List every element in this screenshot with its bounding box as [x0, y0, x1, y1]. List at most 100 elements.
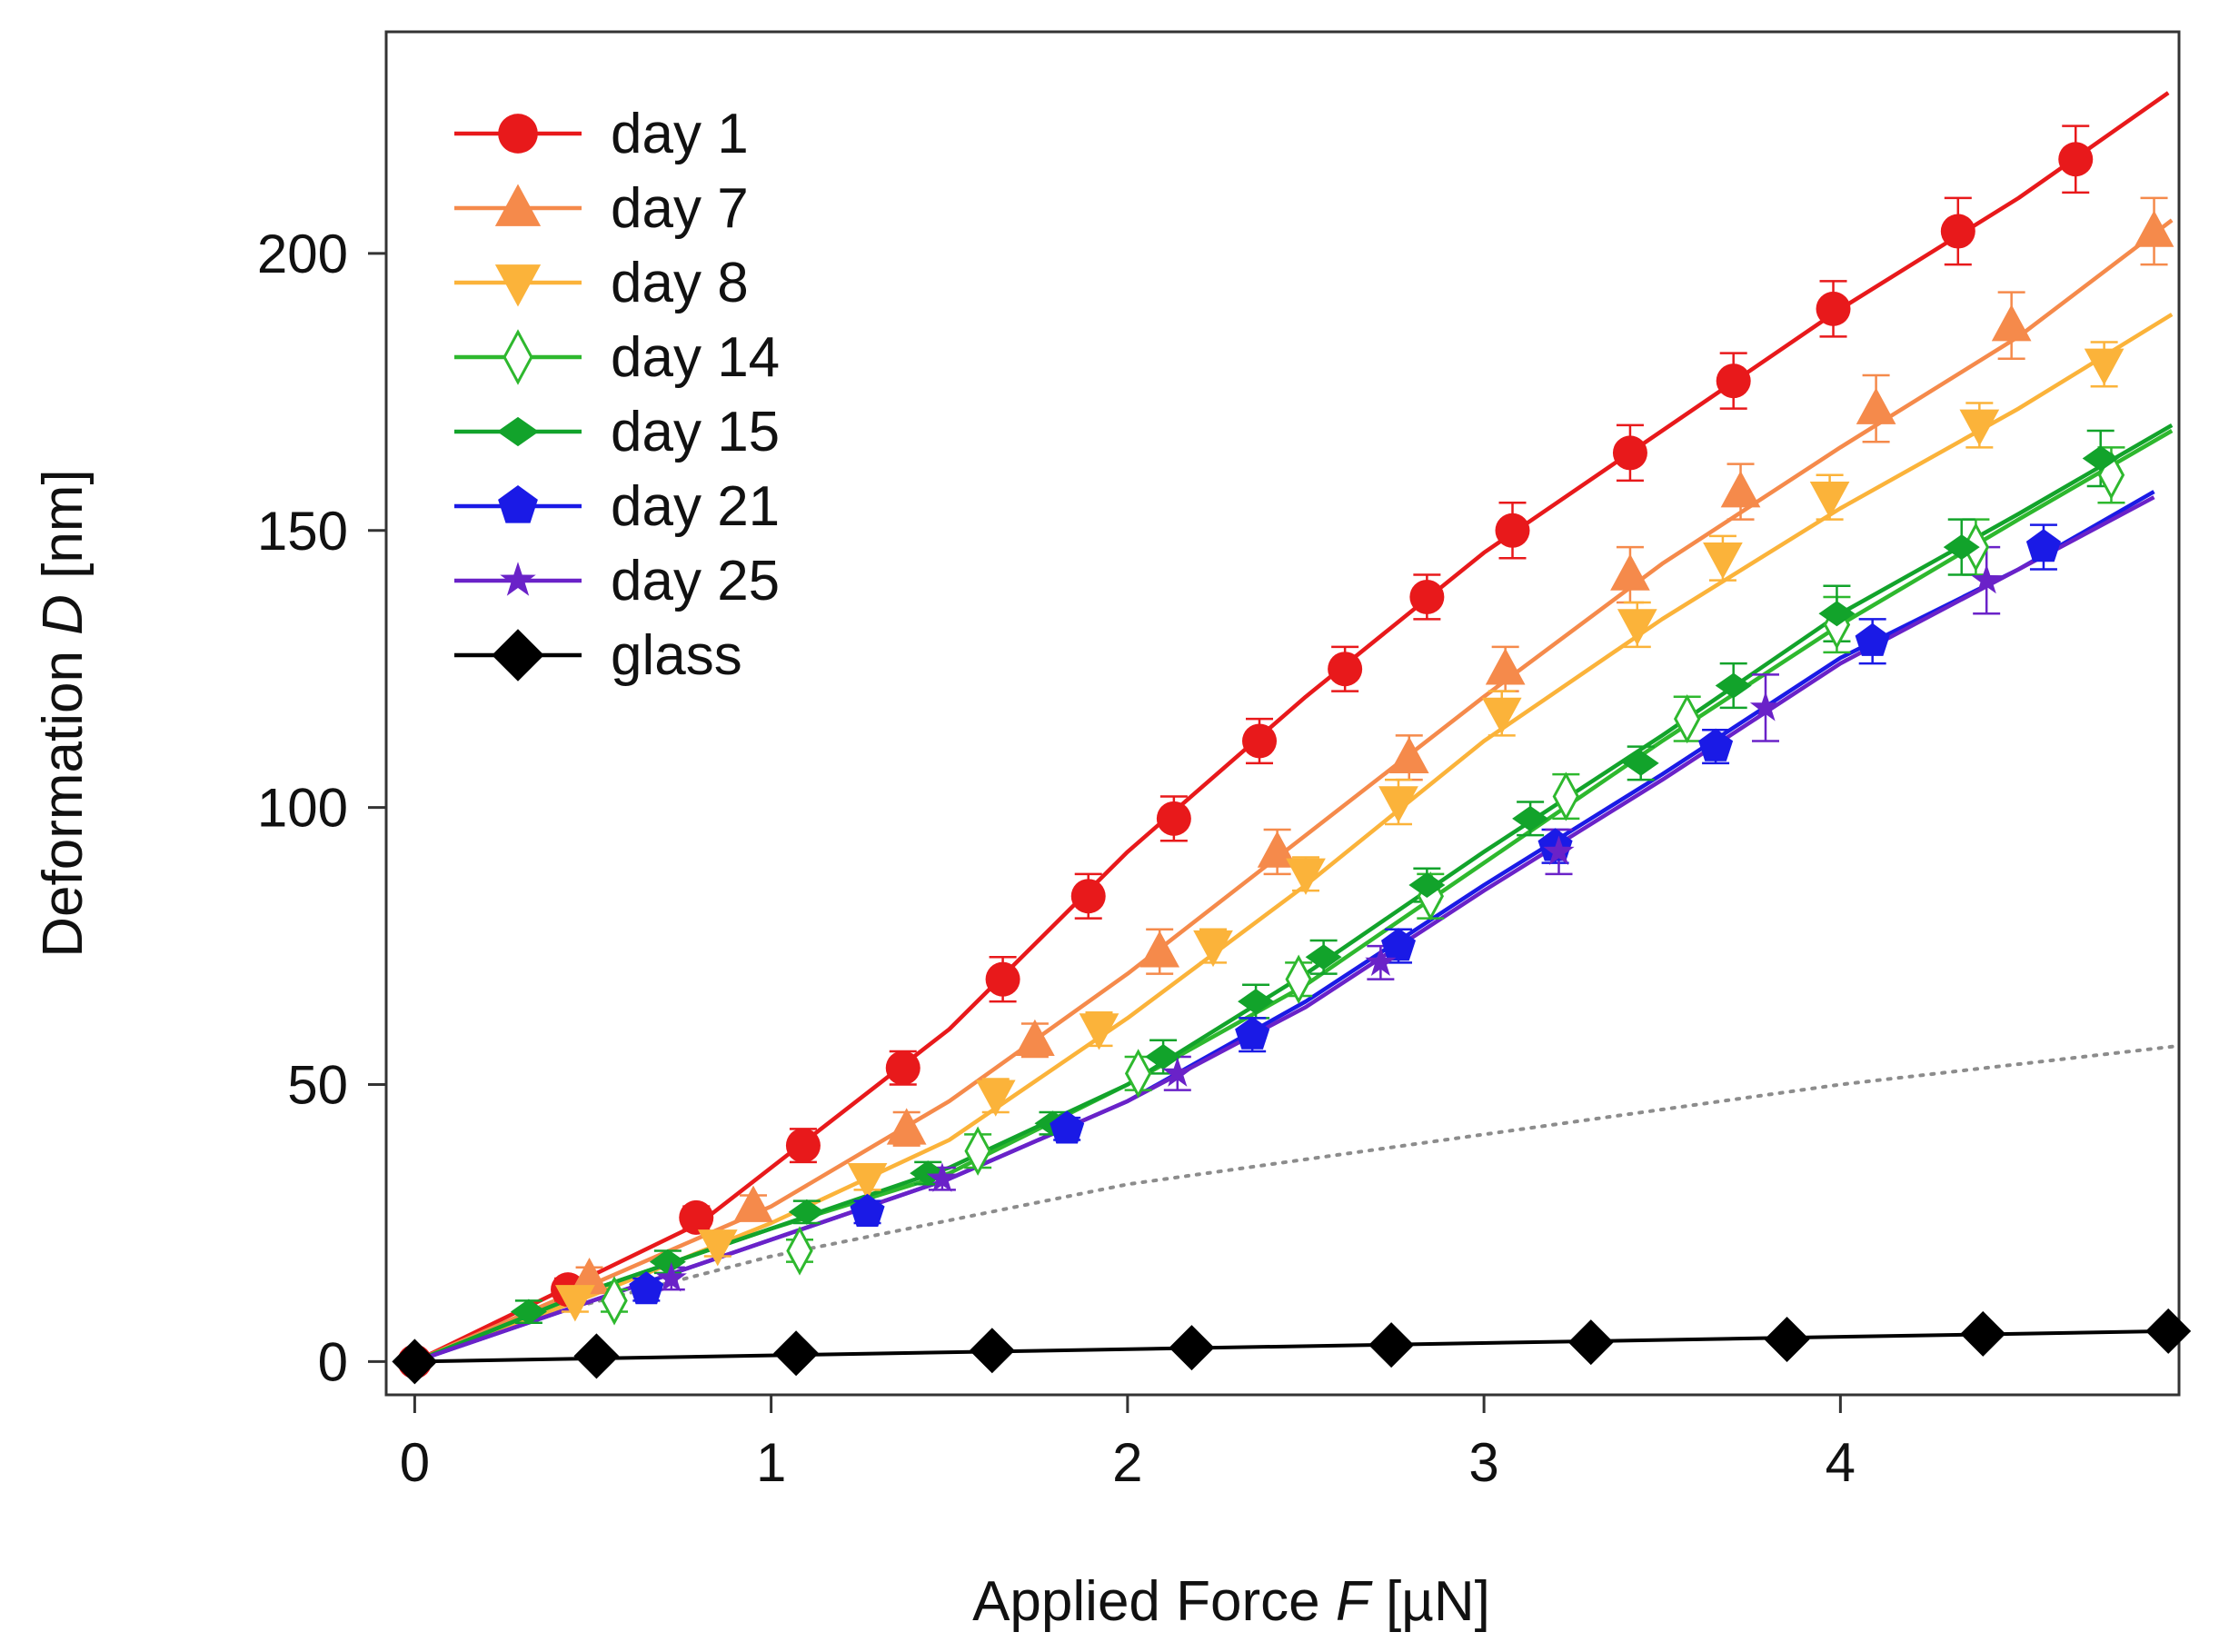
y-tick-label: 200	[257, 224, 348, 284]
data-point-day-7	[1015, 1019, 1055, 1057]
data-point-day-15	[1238, 989, 1275, 1015]
data-point-day-21	[629, 1271, 664, 1305]
data-point-day-7	[1610, 553, 1650, 591]
reference-layer	[555, 1043, 2181, 1314]
data-point-day-7	[1485, 648, 1526, 685]
data-point-day-1	[1070, 879, 1106, 914]
data-point-glass	[1169, 1325, 1215, 1371]
x-tick-label: 4	[1826, 1432, 1856, 1493]
data-point-day-1	[1409, 579, 1445, 614]
data-point-day-1	[885, 1050, 920, 1086]
data-point-day-21	[1855, 622, 1890, 656]
y-tick-label: 0	[318, 1331, 348, 1392]
y-tick-label: 150	[257, 501, 348, 562]
data-point-day-8	[1703, 542, 1743, 580]
legend-marker	[498, 485, 538, 523]
y-axis-label: Deformation D [nm]	[32, 469, 95, 958]
data-point-day-14	[1552, 771, 1580, 821]
data-point-day-15	[1943, 534, 1980, 561]
error-bars	[514, 124, 2168, 1324]
x-tick-label: 0	[400, 1432, 430, 1493]
data-point-day-1	[785, 1128, 821, 1163]
data-point-day-15	[510, 1299, 547, 1325]
data-point-day-8	[1481, 697, 1522, 734]
series-line-day-8	[413, 313, 2174, 1364]
data-point-day-15	[788, 1199, 825, 1225]
data-point-day-25	[1543, 835, 1575, 865]
series-line-day-7	[413, 218, 2174, 1364]
data-point-day-8	[1193, 930, 1233, 968]
legend-marker	[497, 416, 539, 447]
legend-label: glass	[611, 624, 742, 687]
data-point-day-21	[850, 1193, 885, 1227]
data-point-day-8	[697, 1229, 738, 1267]
data-point-glass	[392, 1339, 438, 1385]
legend-label: day 7	[611, 177, 749, 240]
data-point-day-8	[555, 1285, 595, 1322]
data-point-day-15	[1145, 1044, 1182, 1070]
y-tick-label: 100	[257, 778, 348, 839]
series-line-glass	[414, 1329, 2169, 1364]
data-point-day-7	[1388, 736, 1429, 774]
data-point-glass	[1567, 1319, 1614, 1366]
data-point-glass	[1764, 1317, 1810, 1363]
data-point-day-8	[1378, 786, 1418, 823]
data-point-day-1	[679, 1199, 714, 1235]
data-point-day-15	[1408, 872, 1446, 899]
data-point-day-1	[1156, 801, 1191, 836]
data-point-day-1	[2058, 142, 2094, 177]
legend-marker	[494, 264, 542, 307]
data-point-day-14	[1673, 693, 1701, 744]
data-point-day-14	[601, 1276, 628, 1326]
data-point-day-8	[975, 1080, 1016, 1117]
data-point-day-1	[1495, 513, 1530, 548]
legend-label: day 25	[611, 550, 780, 612]
series-line-day-25	[413, 495, 2155, 1364]
data-point-day-8	[1286, 858, 1326, 895]
legend-item-day-21: day 21	[454, 475, 780, 538]
legend-item-glass: glass	[454, 624, 742, 687]
x-axis-label: Applied Force F [µN]	[972, 1570, 1490, 1633]
data-point-day-15	[1512, 805, 1549, 831]
legend-label: day 21	[611, 475, 780, 538]
data-point-day-1	[1242, 723, 1278, 759]
data-point-day-25	[1161, 1057, 1193, 1087]
data-point-day-15	[1715, 672, 1752, 699]
data-point-day-25	[1365, 946, 1397, 976]
data-point-glass	[773, 1330, 820, 1377]
legend: day 1 day 7 day 8 day 14 day 15 day 21 day 25 g…	[454, 103, 780, 687]
data-point-glass	[1960, 1310, 2006, 1357]
legend-item-day-15: day 15	[454, 401, 780, 463]
data-point-day-8	[847, 1162, 888, 1200]
data-point-day-14	[964, 1126, 991, 1176]
legend-item-day-14: day 14	[454, 326, 780, 389]
data-point-day-15	[2082, 445, 2119, 472]
data-point-day-1	[1328, 652, 1363, 687]
data-point-day-21	[1235, 1016, 1270, 1050]
data-point-day-8	[1959, 409, 2000, 446]
reference-dotted-line	[555, 1043, 2181, 1314]
data-point-glass	[1368, 1322, 1415, 1368]
data-point-day-21	[1050, 1110, 1085, 1144]
data-point-glass	[969, 1328, 1015, 1374]
data-point-day-7	[1139, 930, 1180, 968]
series-line-day-1	[413, 91, 2170, 1364]
x-tick-label: 1	[756, 1432, 786, 1493]
x-tick-label: 3	[1468, 1432, 1498, 1493]
data-point-day-25	[926, 1162, 958, 1192]
axes: 0 1 2 3 4 0 50 100 150 200	[257, 224, 1856, 1493]
y-tick-label: 50	[287, 1055, 348, 1116]
legend-item-day-8: day 8	[454, 252, 749, 314]
legend-label: day 8	[611, 252, 749, 314]
data-point-glass	[573, 1333, 620, 1379]
legend-label: day 1	[611, 103, 749, 165]
data-point-day-15	[1818, 601, 1856, 627]
data-point-day-1	[1716, 363, 1751, 399]
data-point-day-21	[1698, 728, 1734, 761]
legend-item-day-7: day 7	[454, 177, 749, 240]
data-point-day-8	[2084, 348, 2124, 385]
legend-marker	[492, 629, 544, 682]
data-point-day-15	[1305, 944, 1342, 970]
x-tick-label: 2	[1112, 1432, 1142, 1493]
